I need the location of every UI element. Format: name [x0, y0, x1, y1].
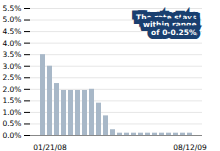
svg-text:4.5%: 4.5%: [2, 27, 21, 36]
svg-text:1.5%: 1.5%: [2, 96, 21, 105]
svg-text:2.5%: 2.5%: [2, 73, 21, 82]
svg-text:08/12/09: 08/12/09: [173, 143, 207, 151]
svg-text:5.0%: 5.0%: [2, 15, 21, 24]
svg-text:0.5%: 0.5%: [2, 119, 21, 128]
svg-text:3.0%: 3.0%: [2, 62, 21, 71]
svg-text:1.0%: 1.0%: [2, 108, 21, 117]
svg-text:The rate stayswithin rangeof 0: The rate stayswithin rangeof 0-0.25%: [136, 13, 197, 37]
svg-text:5.5%: 5.5%: [2, 4, 21, 13]
svg-text:01/21/08: 01/21/08: [33, 143, 67, 151]
svg-text:4.0%: 4.0%: [2, 39, 21, 48]
svg-text:3.5%: 3.5%: [2, 50, 21, 59]
svg-text:0.0%: 0.0%: [2, 131, 21, 140]
svg-text:2.0%: 2.0%: [2, 85, 21, 94]
